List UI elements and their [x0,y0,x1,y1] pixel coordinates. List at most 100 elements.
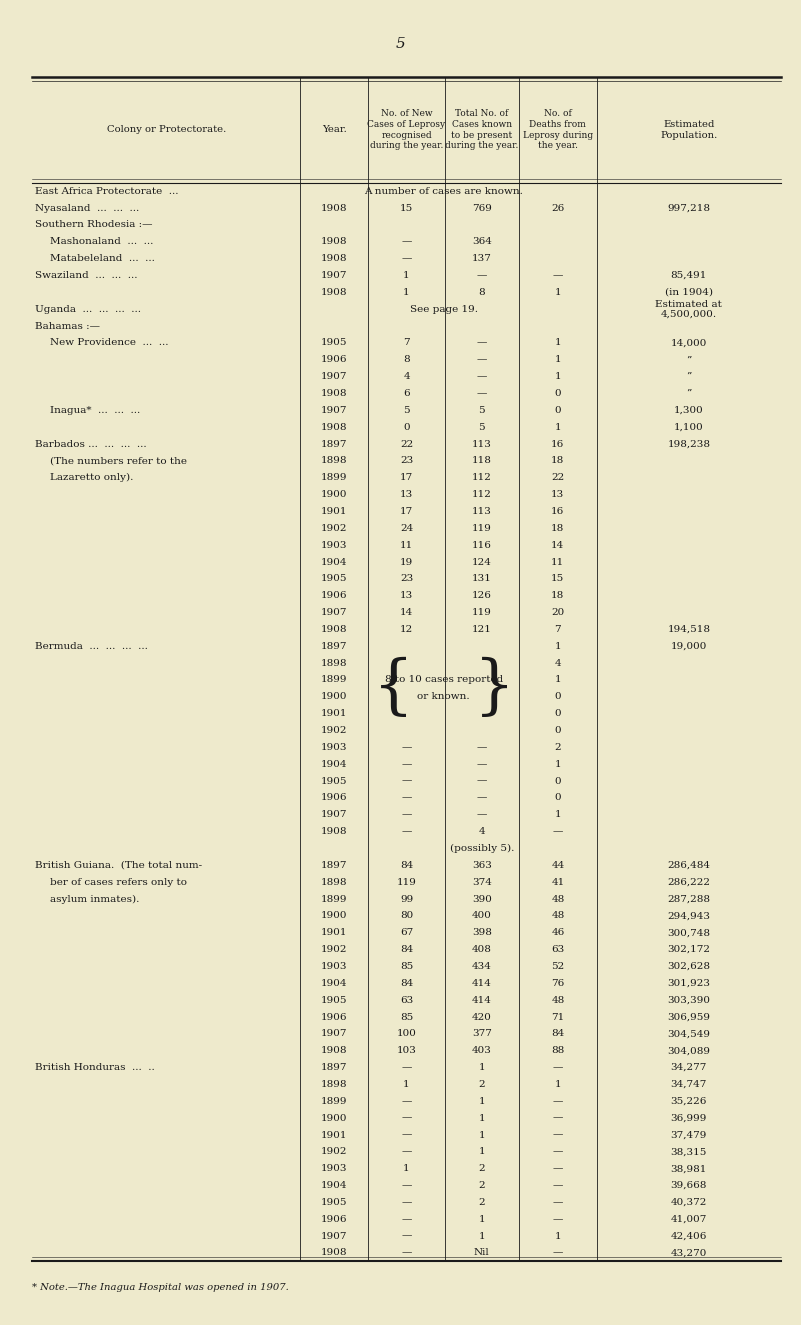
Text: 46: 46 [551,929,565,937]
Text: 1903: 1903 [321,743,348,751]
Text: 1: 1 [478,1232,485,1240]
Text: ”: ” [686,390,691,397]
Text: (The numbers refer to the: (The numbers refer to the [50,456,187,465]
Text: —: — [553,1215,563,1224]
Text: 41,007: 41,007 [670,1215,707,1224]
Text: 17: 17 [400,473,413,482]
Text: 1899: 1899 [321,676,348,685]
Text: 1903: 1903 [321,1165,348,1173]
Text: 38,315: 38,315 [670,1147,707,1157]
Text: 1908: 1908 [321,204,348,212]
Text: Estimated
Population.: Estimated Population. [660,119,718,140]
Text: 1900: 1900 [321,1113,348,1122]
Text: 769: 769 [472,204,492,212]
Text: 1: 1 [554,811,562,819]
Text: 1: 1 [403,1165,410,1173]
Text: 43,270: 43,270 [670,1248,707,1257]
Text: 306,959: 306,959 [667,1012,710,1022]
Text: 1906: 1906 [321,355,348,364]
Text: 1908: 1908 [321,423,348,432]
Text: 1905: 1905 [321,338,348,347]
Text: 36,999: 36,999 [670,1113,707,1122]
Text: 1: 1 [554,423,562,432]
Text: 19,000: 19,000 [670,641,707,651]
Text: 137: 137 [472,254,492,264]
Text: 1902: 1902 [321,726,348,735]
Text: 1: 1 [478,1113,485,1122]
Text: 1: 1 [478,1147,485,1157]
Text: 34,747: 34,747 [670,1080,707,1089]
Text: Uganda  ...  ...  ...  ...: Uganda ... ... ... ... [35,305,141,314]
Text: 1: 1 [478,1130,485,1140]
Text: 1908: 1908 [321,1248,348,1257]
Text: 1: 1 [478,1215,485,1224]
Text: 1907: 1907 [321,811,348,819]
Text: —: — [401,1215,412,1224]
Text: 1899: 1899 [321,1097,348,1106]
Text: —: — [477,390,487,397]
Text: 1: 1 [554,1080,562,1089]
Text: 1,300: 1,300 [674,405,704,415]
Text: 300,748: 300,748 [667,929,710,937]
Text: Mashonaland  ...  ...: Mashonaland ... ... [50,237,153,246]
Text: 301,923: 301,923 [667,979,710,988]
Text: 116: 116 [472,541,492,550]
Text: 131: 131 [472,574,492,583]
Text: —: — [401,1113,412,1122]
Text: 997,218: 997,218 [667,204,710,212]
Text: 302,628: 302,628 [667,962,710,971]
Text: 113: 113 [472,507,492,515]
Text: or known.: or known. [417,693,470,701]
Text: 8 to 10 cases reported: 8 to 10 cases reported [384,676,503,685]
Text: East Africa Protectorate  ...: East Africa Protectorate ... [35,187,179,196]
Text: 1897: 1897 [321,641,348,651]
Text: 5: 5 [478,405,485,415]
Text: Nil: Nil [474,1248,489,1257]
Text: 5: 5 [478,423,485,432]
Text: Nyasaland  ...  ...  ...: Nyasaland ... ... ... [35,204,139,212]
Text: asylum inmates).: asylum inmates). [50,894,139,904]
Text: —: — [401,1063,412,1072]
Text: 1904: 1904 [321,1181,348,1190]
Text: —: — [477,743,487,751]
Text: 52: 52 [551,962,565,971]
Text: 194,518: 194,518 [667,625,710,633]
Text: 304,549: 304,549 [667,1030,710,1039]
Text: 113: 113 [472,440,492,449]
Text: 1906: 1906 [321,1215,348,1224]
Text: 1908: 1908 [321,827,348,836]
Text: 1905: 1905 [321,776,348,786]
Text: —: — [401,1130,412,1140]
Text: 1898: 1898 [321,659,348,668]
Text: British Guiana.  (The total num-: British Guiana. (The total num- [35,861,203,871]
Text: —: — [553,1063,563,1072]
Text: }: } [474,656,515,721]
Text: 14,000: 14,000 [670,338,707,347]
Text: 374: 374 [472,877,492,886]
Text: 2: 2 [478,1080,485,1089]
Text: 1902: 1902 [321,945,348,954]
Text: 41: 41 [551,877,565,886]
Text: —: — [553,1181,563,1190]
Text: 1898: 1898 [321,877,348,886]
Text: 390: 390 [472,894,492,904]
Text: 1904: 1904 [321,558,348,567]
Text: 5: 5 [396,37,405,52]
Text: 18: 18 [551,456,565,465]
Text: 12: 12 [400,625,413,633]
Text: 71: 71 [551,1012,565,1022]
Text: 1900: 1900 [321,912,348,921]
Text: 1903: 1903 [321,541,348,550]
Text: 1: 1 [554,355,562,364]
Text: 1: 1 [554,641,562,651]
Text: 1908: 1908 [321,254,348,264]
Text: 13: 13 [400,490,413,500]
Text: 1900: 1900 [321,490,348,500]
Text: —: — [477,372,487,382]
Text: —: — [553,1097,563,1106]
Text: 19: 19 [400,558,413,567]
Text: —: — [553,1248,563,1257]
Text: 8: 8 [478,288,485,297]
Text: 302,172: 302,172 [667,945,710,954]
Text: 14: 14 [400,608,413,617]
